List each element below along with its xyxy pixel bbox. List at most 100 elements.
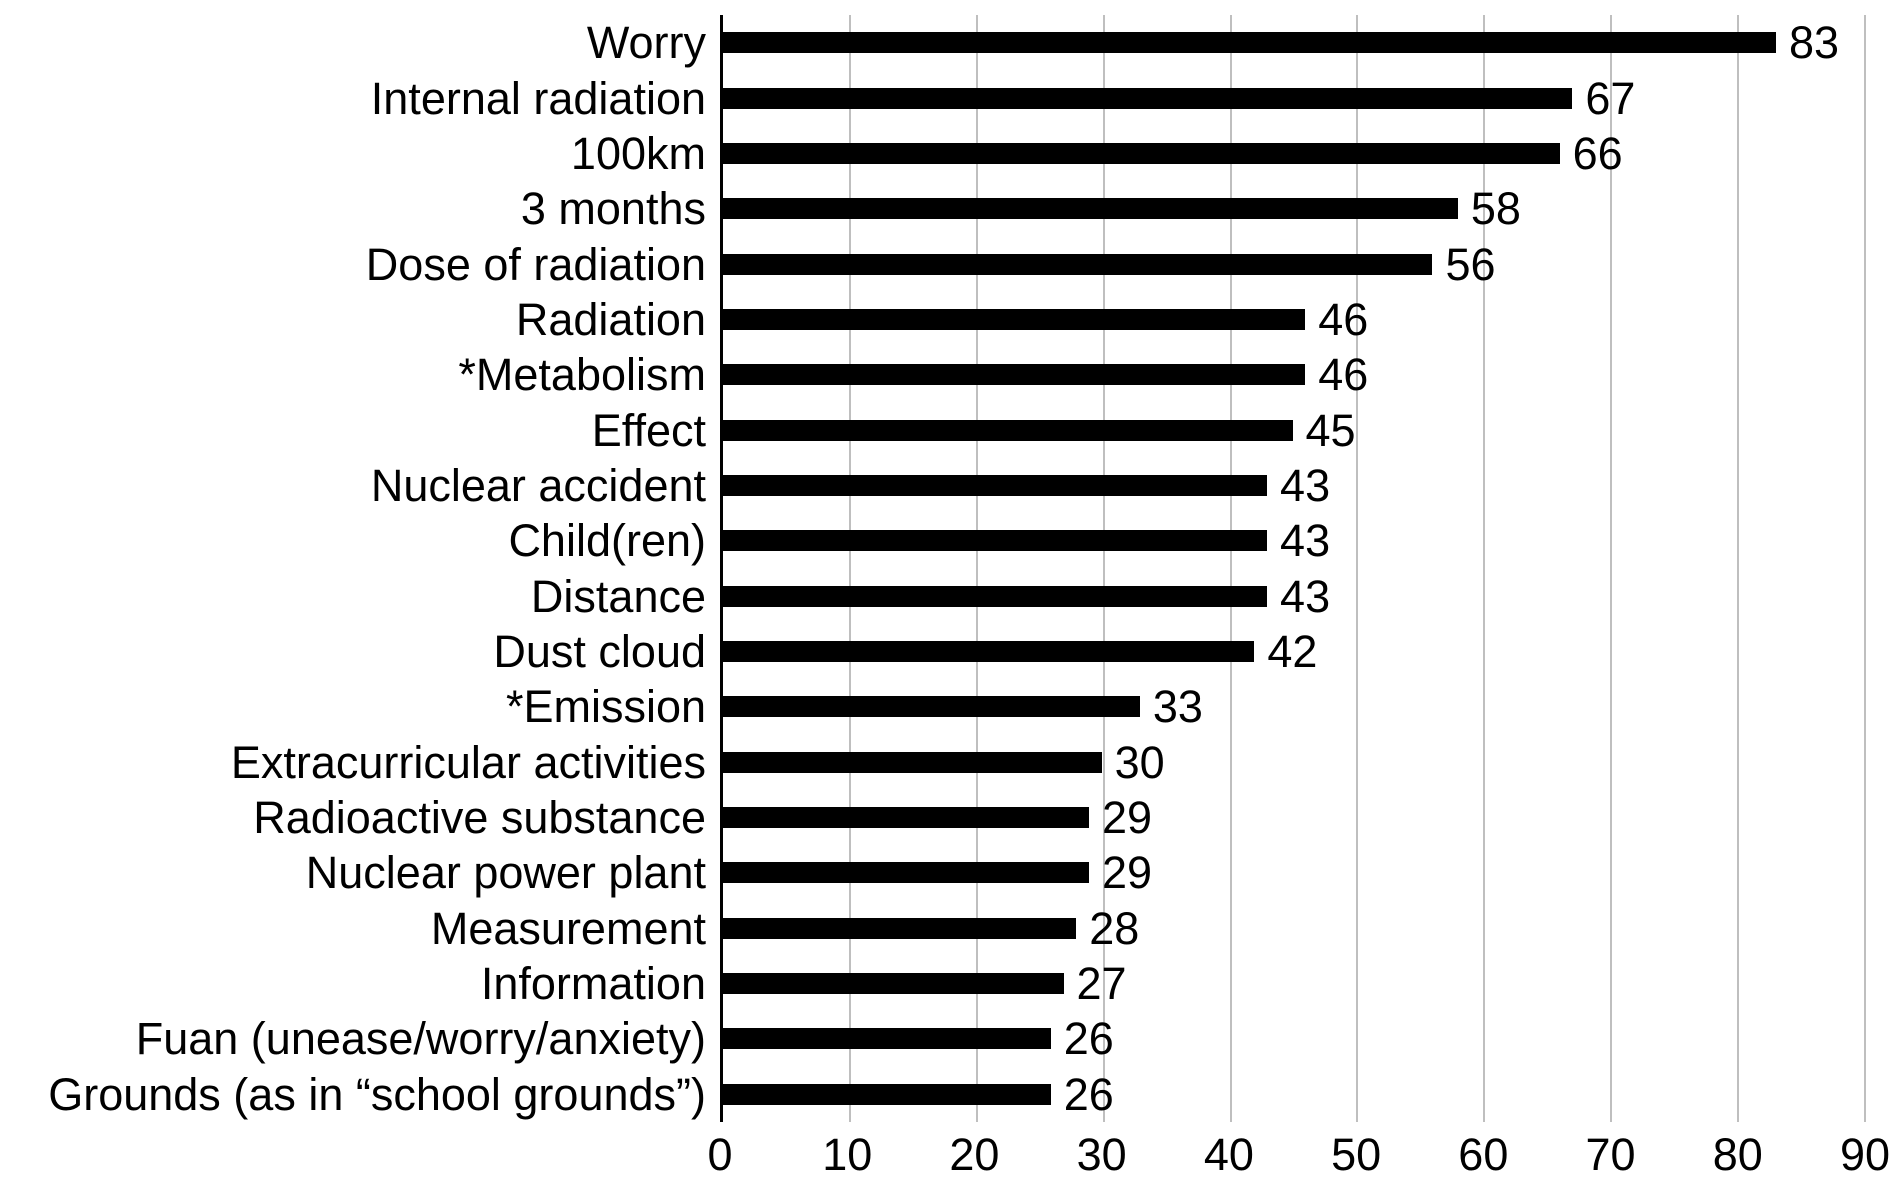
x-tick-label: 50 — [1331, 1129, 1382, 1180]
category-label: Worry — [586, 17, 706, 69]
value-label: 29 — [1101, 791, 1152, 843]
gridline — [1229, 15, 1232, 1122]
category-label: Radiation — [515, 293, 706, 345]
bar-row: Effect 45 — [0, 402, 1900, 457]
value-label: 43 — [1280, 570, 1331, 622]
bar — [720, 530, 1268, 552]
bar-row: Nuclear accident 43 — [0, 458, 1900, 513]
x-tick-label: 10 — [822, 1129, 873, 1180]
bar-row: Child(ren) 43 — [0, 513, 1900, 568]
bar-area: 66 — [720, 131, 1865, 176]
category-label: Nuclear accident — [370, 459, 706, 511]
bar-area: 26 — [720, 1016, 1865, 1061]
x-tick-label: 90 — [1839, 1129, 1891, 1180]
category-label: *Emission — [505, 681, 706, 733]
value-label: 45 — [1305, 404, 1356, 456]
bar — [720, 806, 1089, 828]
value-label: 46 — [1318, 349, 1369, 401]
value-label: 27 — [1076, 958, 1127, 1010]
value-label: 66 — [1572, 127, 1623, 179]
category-label: Dose of radiation — [365, 238, 706, 290]
bar-row: Dose of radiation 56 — [0, 236, 1900, 291]
gridline — [1102, 15, 1105, 1122]
bar — [720, 87, 1573, 109]
bar-row: Extracurricular activities 30 — [0, 734, 1900, 789]
category-label: Effect — [591, 404, 706, 456]
category-label: Distance — [530, 570, 706, 622]
category-label: *Metabolism — [458, 349, 706, 401]
gridline — [1737, 15, 1740, 1122]
bar-row: 100km 66 — [0, 126, 1900, 181]
value-label: 26 — [1063, 1013, 1114, 1065]
bar-row: *Emission 33 — [0, 679, 1900, 734]
category-label: Child(ren) — [508, 515, 706, 567]
x-tick-label: 20 — [949, 1129, 1000, 1180]
category-label: Internal radiation — [370, 72, 706, 124]
bar — [720, 696, 1140, 718]
category-label: Radioactive substance — [253, 791, 706, 843]
bar-area: 43 — [720, 463, 1865, 508]
value-label: 30 — [1114, 736, 1165, 788]
bar-row: Grounds (as in “school grounds”) 26 — [0, 1067, 1900, 1122]
bar-rows: Worry 83 Internal radiation 67 100km 66 3 mont… — [0, 15, 1900, 1122]
bar-area: 28 — [720, 906, 1865, 951]
category-label: Dust cloud — [493, 625, 706, 677]
bar — [720, 142, 1560, 164]
bar — [720, 364, 1306, 386]
gridline — [848, 15, 851, 1122]
value-label: 28 — [1089, 902, 1140, 954]
bar-row: Worry 83 — [0, 15, 1900, 70]
bar-area: 26 — [720, 1072, 1865, 1117]
value-label: 43 — [1280, 459, 1331, 511]
value-label: 58 — [1470, 183, 1521, 235]
bar-area: 46 — [720, 297, 1865, 342]
gridline — [1610, 15, 1613, 1122]
value-label: 33 — [1152, 681, 1203, 733]
bar-row: Dust cloud 42 — [0, 624, 1900, 679]
gridline — [1483, 15, 1486, 1122]
value-label: 26 — [1063, 1068, 1114, 1120]
bar-area: 27 — [720, 961, 1865, 1006]
bar-area: 83 — [720, 20, 1865, 65]
bar — [720, 585, 1268, 607]
bar-area: 29 — [720, 850, 1865, 895]
bar — [720, 308, 1306, 330]
bar-row: Radiation 46 — [0, 292, 1900, 347]
bar-area: 33 — [720, 684, 1865, 729]
x-tick-label: 30 — [1076, 1129, 1127, 1180]
bar-area: 56 — [720, 242, 1865, 287]
category-label: Extracurricular activities — [230, 736, 706, 788]
bar — [720, 32, 1776, 54]
x-tick-label: 60 — [1458, 1129, 1509, 1180]
bar-row: 3 months 58 — [0, 181, 1900, 236]
value-label: 29 — [1101, 847, 1152, 899]
bar — [720, 419, 1293, 441]
bar-area: 46 — [720, 352, 1865, 397]
bar-area: 42 — [720, 629, 1865, 674]
bar-area: 43 — [720, 518, 1865, 563]
bar-area: 67 — [720, 76, 1865, 121]
bar-area: 45 — [720, 408, 1865, 453]
bar-row: Information 27 — [0, 956, 1900, 1011]
bar-area: 58 — [720, 186, 1865, 231]
category-label: 3 months — [520, 183, 706, 235]
x-tick-label: 80 — [1712, 1129, 1763, 1180]
bar — [720, 640, 1255, 662]
x-tick-label: 70 — [1585, 1129, 1636, 1180]
bar — [720, 1028, 1051, 1050]
category-label: 100km — [570, 127, 706, 179]
bar-area: 43 — [720, 574, 1865, 619]
value-label: 56 — [1445, 238, 1496, 290]
value-label: 67 — [1585, 72, 1636, 124]
bar-row: Radioactive substance 29 — [0, 790, 1900, 845]
category-label: Fuan (unease/worry/anxiety) — [135, 1013, 706, 1065]
category-label: Grounds (as in “school grounds”) — [48, 1068, 706, 1120]
bar — [720, 862, 1089, 884]
x-tick-label: 0 — [707, 1129, 733, 1180]
bar-row: Fuan (unease/worry/anxiety) 26 — [0, 1011, 1900, 1066]
bar — [720, 973, 1064, 995]
category-label: Nuclear power plant — [305, 847, 706, 899]
bar-area: 30 — [720, 740, 1865, 785]
value-label: 83 — [1788, 17, 1839, 69]
